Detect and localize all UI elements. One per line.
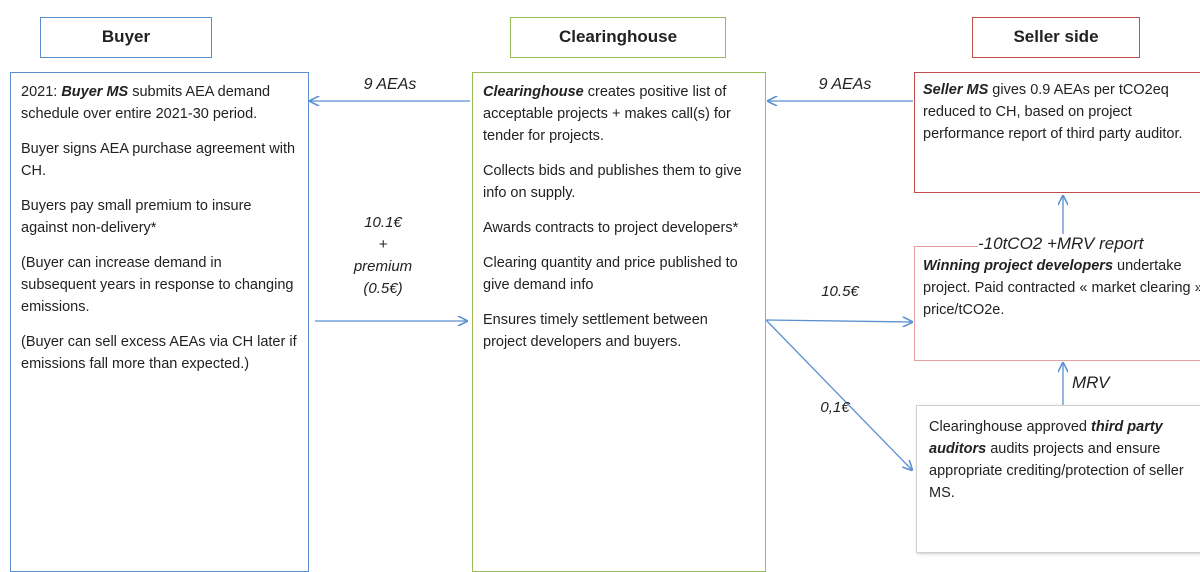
text: Buyer signs AEA purchase agreement with … <box>21 141 296 179</box>
text: submits AEA demand schedule over entire … <box>21 84 271 122</box>
flow-label: -10tCO2 +MRV report <box>978 234 1200 254</box>
flow-label: 10.1€ + premium (0.5€) <box>333 212 433 300</box>
flow-label: MRV <box>1072 373 1110 392</box>
text: (Buyer can increase demand in subsequent… <box>21 255 294 315</box>
text: creates positive list of acceptable proj… <box>483 84 731 144</box>
text: Seller MS <box>923 82 989 98</box>
text: Buyer MS <box>61 84 129 100</box>
text: 10.1€ <box>364 214 402 231</box>
arrow <box>765 320 912 322</box>
text: Winning project developers <box>923 258 1114 274</box>
text: 2021: <box>21 84 62 100</box>
buyer-box: 2021: Buyer MS submits AEA demand schedu… <box>10 72 309 572</box>
flow-label: 9 AEAs <box>818 76 872 93</box>
text: (Buyer can sell excess AEAs via CH later… <box>21 334 297 372</box>
header: Clearinghouse <box>510 17 726 58</box>
text: + <box>378 236 388 253</box>
flow-label: 0,1€ <box>820 399 850 416</box>
flow-label: 10.5€ <box>821 283 859 300</box>
clearinghouse-box: Clearinghouse creates positive list of a… <box>472 72 766 572</box>
arrow <box>765 319 912 470</box>
text: undertake project. Paid contracted « mar… <box>923 258 1200 318</box>
text: gives 0.9 AEAs per tCO2eq reduced to CH,… <box>923 82 1183 142</box>
text: Clearinghouse <box>483 84 584 100</box>
text: Buyers pay small premium to insure again… <box>21 198 252 236</box>
auditors-box: Clearinghouse approved third party audit… <box>916 405 1200 553</box>
flow-label: 9 AEAs <box>363 76 417 93</box>
text: third party auditors <box>929 419 1163 457</box>
text: premium <box>353 258 413 275</box>
text: Clearinghouse approved <box>929 419 1092 435</box>
text: Collects bids and publishes them to give… <box>483 163 742 201</box>
text: audits projects and ensure appropriate c… <box>929 441 1184 501</box>
developers-box: Winning project developers undertake pro… <box>914 246 1200 361</box>
text: Awards contracts to project developers* <box>483 220 739 236</box>
text: Clearing quantity and price published to… <box>483 255 738 293</box>
text: Ensures timely settlement between projec… <box>483 312 708 350</box>
seller-box: Seller MS gives 0.9 AEAs per tCO2eq redu… <box>914 72 1200 193</box>
text: (0.5€) <box>363 280 403 297</box>
header: Buyer <box>40 17 212 58</box>
header: Seller side <box>972 17 1140 58</box>
